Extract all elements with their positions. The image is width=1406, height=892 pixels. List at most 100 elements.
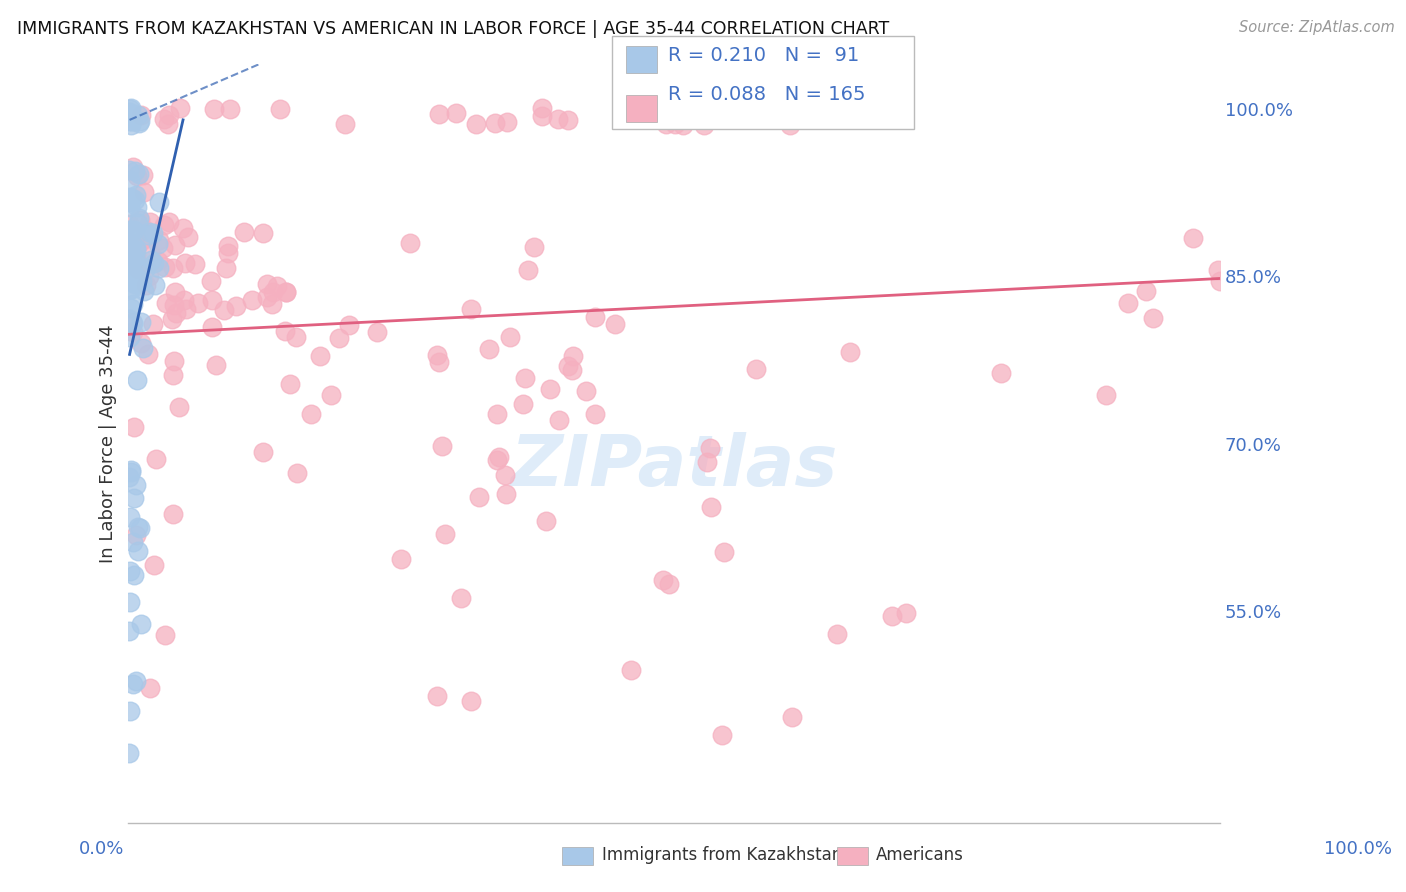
Point [217, 246, 239, 260]
Point [121, 301, 143, 316]
Point [1142, 310, 1164, 325]
Point [664, 117, 686, 131]
Point [125, 241, 148, 255]
Point [269, 103, 291, 117]
Point [153, 260, 176, 274]
Point [124, 277, 146, 291]
Point [484, 115, 506, 129]
Point [583, 310, 606, 324]
Point [118, 282, 141, 296]
Point [121, 265, 143, 279]
Point [779, 118, 801, 132]
Point [155, 296, 177, 310]
Point [839, 344, 862, 359]
Point [256, 290, 278, 304]
Point [118, 312, 141, 326]
Point [129, 264, 152, 278]
Point [121, 191, 143, 205]
Point [135, 277, 157, 292]
Point [399, 236, 422, 251]
Point [152, 241, 174, 255]
Point [538, 382, 561, 396]
Point [128, 211, 150, 225]
Point [129, 114, 152, 128]
Point [163, 238, 186, 252]
Point [145, 451, 167, 466]
Point [426, 348, 449, 362]
Point [172, 221, 194, 235]
Point [478, 342, 501, 356]
Point [117, 104, 139, 119]
Point [125, 248, 148, 262]
Point [136, 228, 159, 243]
Point [547, 112, 569, 126]
Point [118, 225, 141, 239]
Point [118, 224, 141, 238]
Point [120, 200, 142, 214]
Text: R = 0.210   N =  91: R = 0.210 N = 91 [668, 46, 859, 65]
Point [652, 573, 675, 587]
Y-axis label: In Labor Force | Age 35-44: In Labor Force | Age 35-44 [100, 325, 117, 563]
Point [124, 478, 146, 492]
Point [880, 608, 903, 623]
Point [139, 681, 162, 696]
Point [121, 252, 143, 267]
Point [169, 101, 191, 115]
Point [118, 241, 141, 255]
Point [131, 233, 153, 247]
Point [865, 103, 887, 118]
Point [278, 376, 301, 391]
Point [337, 318, 360, 333]
Point [122, 297, 145, 311]
Point [285, 467, 308, 481]
Point [672, 118, 695, 132]
Point [118, 162, 141, 177]
Point [217, 238, 239, 252]
Point [118, 624, 141, 638]
Point [174, 256, 197, 270]
Point [127, 107, 149, 121]
Point [120, 258, 142, 272]
Point [488, 450, 510, 464]
Point [517, 263, 540, 277]
Point [495, 487, 517, 501]
Point [120, 225, 142, 239]
Point [157, 215, 180, 229]
Point [745, 362, 768, 376]
Point [574, 384, 596, 399]
Point [603, 318, 626, 332]
Point [165, 285, 187, 300]
Point [177, 229, 200, 244]
Point [122, 325, 145, 339]
Point [162, 368, 184, 383]
Point [534, 515, 557, 529]
Point [118, 195, 141, 210]
Point [214, 260, 236, 275]
Point [125, 188, 148, 202]
Point [699, 500, 721, 515]
Point [173, 293, 195, 307]
Point [125, 243, 148, 257]
Point [121, 316, 143, 330]
Point [143, 256, 166, 270]
Point [135, 260, 157, 275]
Point [139, 215, 162, 229]
Point [122, 677, 145, 691]
Point [499, 330, 522, 344]
Point [118, 110, 141, 124]
Point [134, 222, 156, 236]
Point [143, 558, 166, 572]
Point [125, 201, 148, 215]
Point [120, 101, 142, 115]
Text: Source: ZipAtlas.com: Source: ZipAtlas.com [1239, 20, 1395, 35]
Point [548, 412, 571, 426]
Point [121, 161, 143, 175]
Point [124, 267, 146, 281]
Point [120, 463, 142, 477]
Point [122, 223, 145, 237]
Point [460, 694, 482, 708]
Point [122, 491, 145, 505]
Point [157, 117, 180, 131]
Point [557, 359, 579, 373]
Point [187, 295, 209, 310]
